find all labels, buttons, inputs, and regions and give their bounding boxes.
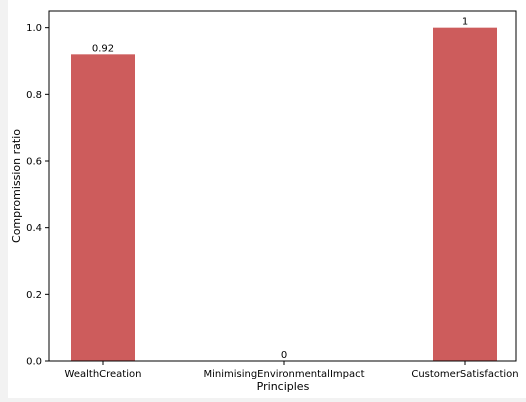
data-label: 0 <box>281 350 287 361</box>
data-labels: 0.92 0 1 <box>92 17 468 361</box>
data-label: 1 <box>462 17 468 28</box>
bar-WealthCreation <box>71 54 135 361</box>
y-axis: 0.0 0.2 0.4 0.6 0.8 1.0 <box>26 23 49 368</box>
y-axis-label: Compromission ratio <box>10 129 23 243</box>
y-tick-label: 0.2 <box>26 290 42 301</box>
data-label: 0.92 <box>92 43 114 54</box>
y-tick-label: 1.0 <box>26 23 42 34</box>
x-axis: WealthCreation MinimisingEnvironmentalImp… <box>65 361 519 380</box>
x-tick-label: MinimisingEnvironmentalImpact <box>203 369 364 380</box>
x-tick-label: CustomerSatisfaction <box>411 369 518 380</box>
plot-frame <box>48 10 517 362</box>
y-tick-label: 0.4 <box>26 223 42 234</box>
y-tick-label: 0.8 <box>26 90 42 101</box>
y-tick-label: 0.0 <box>26 357 42 368</box>
x-axis-label: Principles <box>257 380 310 393</box>
y-tick-label: 0.6 <box>26 157 42 168</box>
bars-layer <box>71 27 497 362</box>
x-tick-label: WealthCreation <box>65 369 142 380</box>
bar-CustomerSatisfaction <box>433 27 497 362</box>
